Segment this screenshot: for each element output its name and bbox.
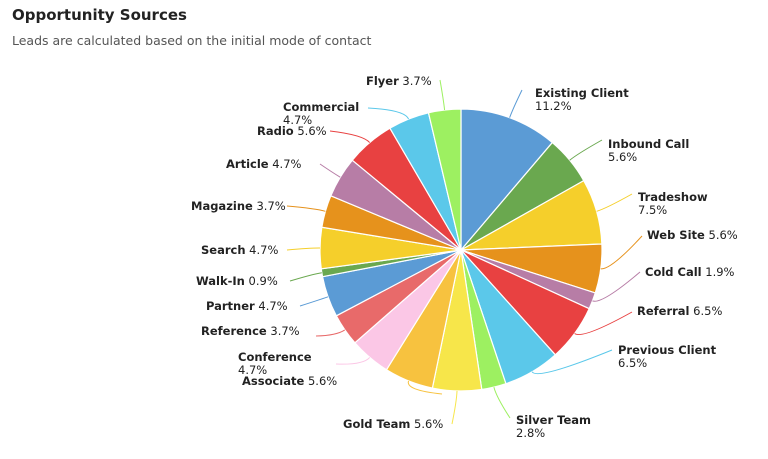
leader-line-existing-client — [509, 89, 523, 118]
leader-line-search — [286, 247, 321, 251]
leader-line-article — [319, 163, 341, 178]
leader-line-referral — [574, 311, 633, 335]
data-label-magazine: Magazine 3.7% — [191, 199, 286, 213]
leader-line-gold-team — [451, 390, 458, 425]
data-label-gold-team: Gold Team 5.6% — [343, 417, 443, 431]
pie-leader-lines — [286, 79, 643, 425]
data-label-cold-call: Cold Call 1.9% — [645, 265, 735, 279]
data-label-tradeshow: Tradeshow 7.5% — [638, 190, 708, 217]
leader-line-commercial — [367, 107, 410, 120]
data-label-web-site: Web Site 5.6% — [647, 228, 738, 242]
leader-line-silver-team — [493, 386, 511, 419]
data-label-partner: Partner 4.7% — [206, 299, 288, 313]
data-label-flyer: Flyer 3.7% — [366, 74, 432, 88]
leader-line-walk-in — [289, 272, 322, 282]
leader-line-web-site — [600, 235, 643, 270]
data-label-referral: Referral 6.5% — [637, 304, 722, 318]
data-label-search: Search 4.7% — [201, 243, 278, 257]
leader-line-previous-client — [531, 349, 613, 375]
data-label-article: Article 4.7% — [226, 157, 302, 171]
data-label-associate: Associate 5.6% — [242, 374, 337, 388]
data-label-silver-team: Silver Team 2.8% — [516, 413, 591, 440]
data-label-conference: Conference 4.7% — [238, 350, 312, 377]
data-label-radio: Radio 5.6% — [257, 124, 327, 138]
leader-line-flyer — [439, 79, 446, 111]
leader-line-radio — [329, 130, 371, 143]
leader-line-cold-call — [592, 271, 641, 302]
data-label-existing-client: Existing Client 11.2% — [535, 86, 629, 113]
chart-subtitle: Leads are calculated based on the initia… — [12, 33, 372, 48]
data-label-walk-in: Walk-In 0.9% — [196, 274, 278, 288]
leader-line-magazine — [286, 205, 326, 212]
leader-line-associate — [407, 380, 443, 395]
leader-line-inbound-call — [569, 139, 603, 161]
leader-line-tradeshow — [596, 193, 633, 212]
pie-slices — [319, 108, 603, 392]
data-label-inbound-call: Inbound Call 5.6% — [608, 137, 689, 164]
pie-slice-existing-client[interactable] — [460, 108, 554, 252]
data-label-commercial: Commercial 4.7% — [283, 100, 359, 127]
pie-labels: Existing Client 11.2% Inbound Call 5.6% Trad… — [191, 74, 738, 440]
leader-line-partner — [299, 296, 329, 307]
leader-line-reference — [315, 329, 346, 337]
data-label-previous-client: Previous Client 6.5% — [618, 343, 717, 370]
data-label-reference: Reference 3.7% — [201, 324, 300, 338]
chart-title: Opportunity Sources — [12, 6, 187, 24]
leader-line-conference — [335, 357, 371, 365]
